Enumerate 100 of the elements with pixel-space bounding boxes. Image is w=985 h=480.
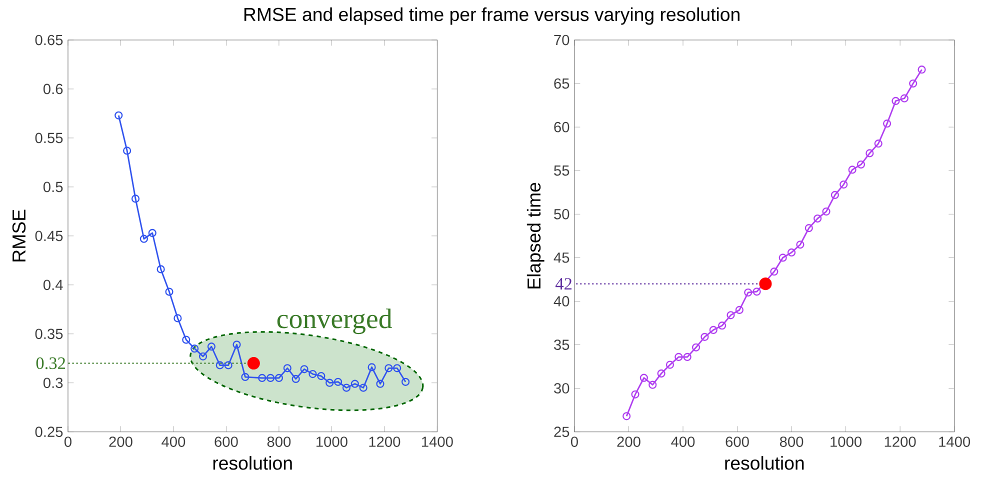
point (359, 384, 368, 392)
point (900, 94, 908, 102)
x-tick-label: 400 (671, 436, 695, 448)
y-tick-label: 60 (554, 122, 570, 132)
point (334, 378, 342, 386)
point (224, 361, 232, 370)
x-axis-title: resolution (725, 456, 804, 470)
point (216, 361, 224, 370)
point (247, 357, 260, 370)
y-tick-label: 40 (554, 296, 570, 306)
point (393, 364, 402, 372)
point (709, 326, 718, 334)
point (683, 352, 692, 362)
x-tick-label: 400 (162, 436, 186, 448)
y-tick-label: 0.55 (35, 132, 63, 144)
point (759, 278, 772, 290)
point (165, 288, 174, 296)
point (848, 166, 856, 174)
point (140, 234, 148, 244)
point (292, 374, 300, 384)
point (744, 288, 752, 297)
y-axis-title: Elapsed time (526, 182, 544, 288)
point (241, 373, 250, 382)
y-tick-label: 0.5 (43, 182, 63, 192)
point (648, 380, 657, 389)
annotation: 0.32 (36, 357, 66, 370)
x-tick-label: 200 (617, 436, 640, 448)
point (692, 343, 700, 352)
y-tick-label: 30 (554, 383, 570, 394)
annotation: converged (277, 308, 392, 334)
point (796, 240, 804, 249)
point (114, 111, 123, 120)
x-tick-label: 1000 (316, 436, 348, 448)
x-tick-label: 600 (726, 436, 749, 448)
point (182, 336, 190, 344)
point (787, 248, 796, 257)
annotation: 42 (555, 278, 572, 290)
point (822, 208, 830, 216)
point (814, 214, 822, 223)
x-tick-label: 200 (109, 436, 132, 448)
point (666, 360, 674, 369)
point (384, 364, 393, 372)
y-tick-label: 65 (554, 78, 570, 89)
point (190, 344, 199, 353)
point (622, 412, 631, 420)
point (840, 180, 848, 189)
y-tick-label: 0.25 (35, 426, 63, 438)
point (882, 120, 892, 128)
point (148, 228, 156, 238)
point (735, 306, 744, 314)
point (778, 254, 787, 262)
point (368, 363, 376, 372)
x-tick-label: 1200 (884, 436, 916, 448)
point (274, 374, 284, 382)
point (752, 288, 761, 296)
point (376, 380, 384, 388)
x-tick-label: 0 (570, 436, 578, 448)
point (342, 384, 351, 392)
point (123, 146, 132, 155)
point (326, 378, 334, 388)
x-tick-label: 800 (267, 436, 291, 448)
point (317, 372, 326, 380)
y-axis-title: RMSE (12, 210, 26, 262)
point (726, 311, 735, 320)
point (866, 149, 874, 158)
point (874, 140, 882, 148)
point (300, 365, 308, 374)
x-tick-label: 1000 (830, 436, 862, 448)
x-tick-label: 1400 (422, 436, 453, 448)
point (909, 80, 918, 88)
y-tick-label: 0.4 (43, 280, 63, 290)
y-tick-label: 0.65 (35, 34, 63, 46)
point (207, 342, 216, 351)
point (892, 96, 900, 106)
y-tick-label: 0.6 (43, 84, 63, 94)
point (156, 265, 165, 274)
y-tick-label: 50 (554, 209, 570, 220)
point (770, 268, 778, 276)
point (198, 352, 208, 361)
text: RMSE and elapsed time per frame versus varying resolution (244, 7, 740, 25)
point (350, 380, 359, 388)
point (674, 352, 683, 362)
point (631, 390, 640, 399)
point (258, 374, 266, 382)
y-tick-label: 25 (554, 426, 570, 438)
y-tick-label: 55 (554, 166, 570, 176)
x-tick-label: 0 (64, 436, 72, 448)
y-tick-label: 0.35 (35, 328, 63, 340)
point (830, 191, 840, 200)
x-tick-label: 1200 (369, 436, 400, 448)
x-tick-label: 800 (780, 436, 804, 448)
y-tick-label: 0.45 (35, 230, 63, 242)
point (283, 364, 292, 372)
point (174, 314, 182, 322)
point (657, 370, 666, 378)
point (856, 160, 866, 169)
point (918, 66, 926, 74)
point (804, 224, 813, 232)
point (640, 374, 648, 382)
y-tick-label: 45 (554, 252, 570, 263)
